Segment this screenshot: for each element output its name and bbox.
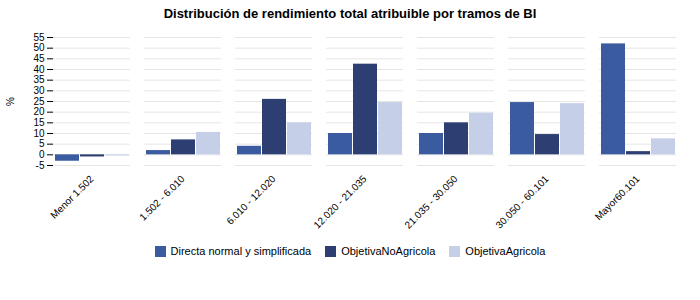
svg-text:Menor 1.502: Menor 1.502 (48, 173, 96, 221)
svg-text:30: 30 (33, 85, 45, 96)
html-text:Directa normal y simplificada: Directa normal y simplificada (170, 245, 312, 257)
html-text:ObjetivaAgricola: ObjetivaAgricola (465, 245, 546, 257)
html-text:ObjetivaNoAgricola: ObjetivaNoAgricola (341, 245, 436, 257)
svg-text:40: 40 (33, 64, 45, 75)
svg-text:Mayor60.101: Mayor60.101 (593, 173, 642, 222)
svg-text:21.035 - 30.050: 21.035 - 30.050 (402, 173, 460, 231)
svg-text:50: 50 (33, 42, 45, 53)
svg-text:10: 10 (33, 128, 45, 139)
svg-text:15: 15 (33, 117, 45, 128)
svg-text:-5: -5 (36, 160, 45, 171)
svg-text:35: 35 (33, 74, 45, 85)
svg-text:0: 0 (39, 149, 45, 160)
svg-text:55: 55 (33, 32, 45, 43)
svg-text:20: 20 (33, 106, 45, 117)
svg-text:45: 45 (33, 53, 45, 64)
svg-text:1.502 - 6.010: 1.502 - 6.010 (137, 173, 187, 223)
svg-text:%: % (5, 97, 16, 106)
html-text:Distribución de rendimiento to: Distribución de rendimiento total atribu… (163, 6, 537, 21)
svg-text:12.020 - 21.035: 12.020 - 21.035 (311, 173, 369, 231)
svg-text:30.050 - 60.101: 30.050 - 60.101 (493, 173, 551, 231)
svg-text:5: 5 (39, 138, 45, 149)
svg-text:25: 25 (33, 96, 45, 107)
svg-text:6.010 - 12.020: 6.010 - 12.020 (224, 173, 278, 227)
